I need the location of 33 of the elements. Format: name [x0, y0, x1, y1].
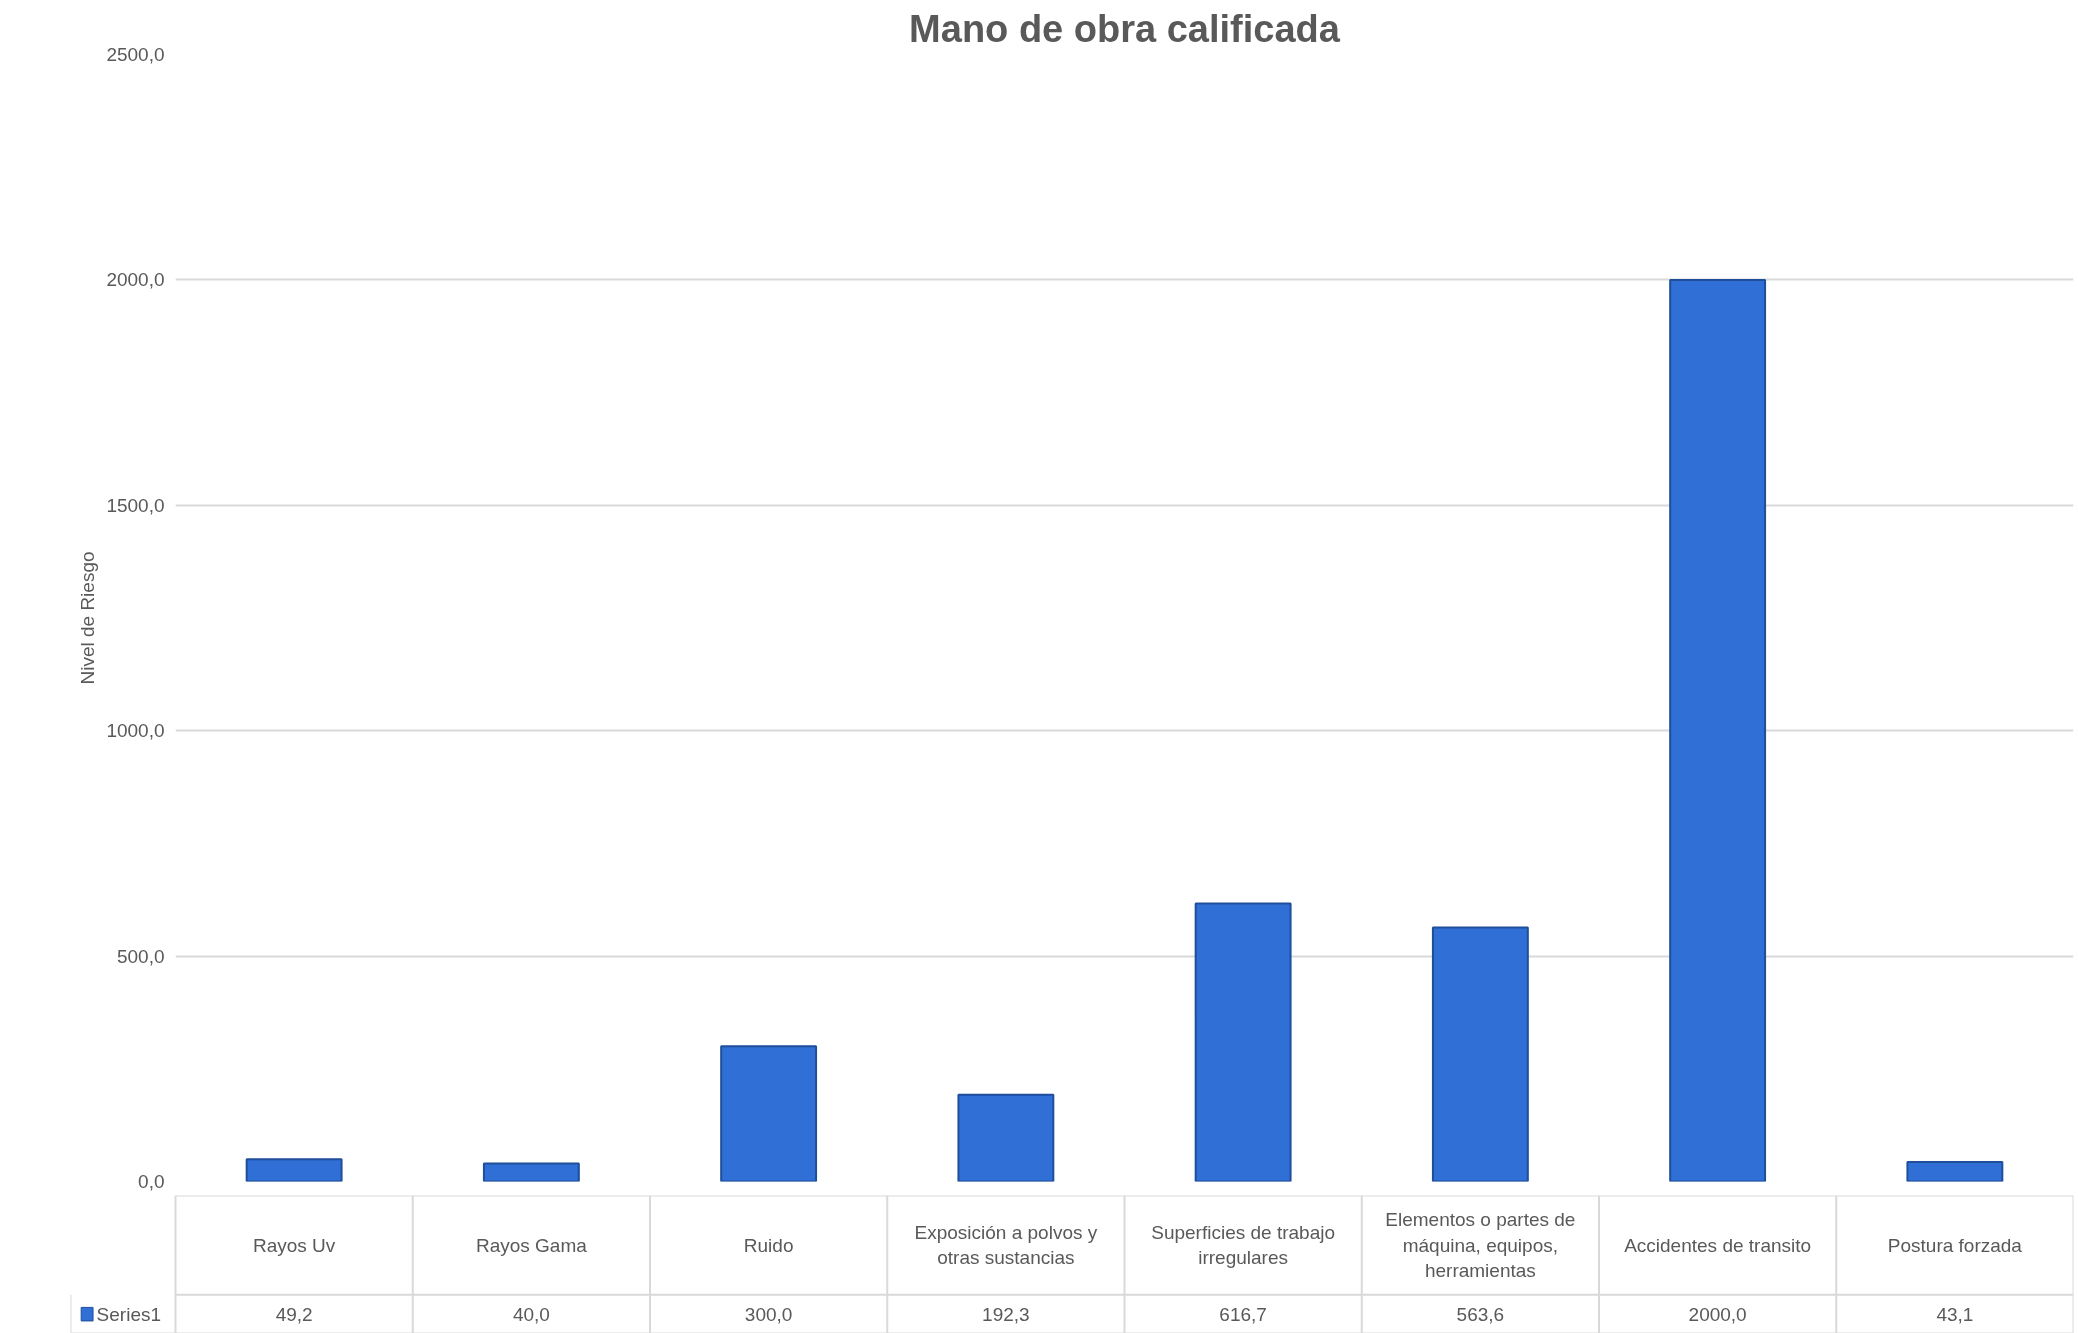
bar	[957, 1093, 1055, 1182]
y-tick-label: 0,0	[138, 1171, 165, 1192]
bar	[1669, 278, 1767, 1182]
chart-title: Mano de obra calificada	[909, 7, 1341, 50]
x-tick-label: Ruido	[743, 1234, 794, 1256]
data-label: 300,0	[744, 1303, 793, 1325]
bar	[1194, 902, 1292, 1182]
x-tick-label: Exposición a polvos y otras sustancias	[914, 1222, 1098, 1269]
data-label: 616,7	[1219, 1303, 1267, 1325]
bar	[1906, 1161, 2004, 1182]
data-label: 192,3	[982, 1303, 1030, 1325]
y-tick-label: 2500,0	[106, 44, 165, 65]
legend-label: Series1	[96, 1303, 162, 1325]
x-tick-label: Rayos Gama	[475, 1234, 588, 1256]
data-label: 40,0	[512, 1303, 550, 1325]
x-tick-label: Postura forzada	[1887, 1234, 2023, 1256]
x-tick-label: Elementos o partes de máquina, equipos, herramientas	[1385, 1209, 1576, 1281]
y-tick-label: 1500,0	[106, 494, 165, 516]
data-label: 43,1	[1936, 1303, 1974, 1325]
x-tick-label: Rayos Uv	[252, 1234, 336, 1256]
y-tick-label: 2000,0	[106, 269, 165, 291]
data-label: 49,2	[275, 1303, 313, 1325]
y-tick-label: 1000,0	[106, 720, 165, 742]
bar	[720, 1045, 818, 1182]
bar	[1431, 926, 1529, 1182]
x-tick-label: Accidentes de transito	[1624, 1234, 1812, 1256]
y-axis-title: Nivel de Riesgo	[77, 551, 99, 685]
bar	[482, 1162, 580, 1182]
bar	[245, 1158, 343, 1182]
data-label: 563,6	[1456, 1303, 1505, 1325]
y-tick-label: 500,0	[116, 945, 165, 967]
data-label: 2000,0	[1688, 1303, 1747, 1325]
x-tick-label: Superficies de trabajo irregulares	[1151, 1222, 1336, 1269]
